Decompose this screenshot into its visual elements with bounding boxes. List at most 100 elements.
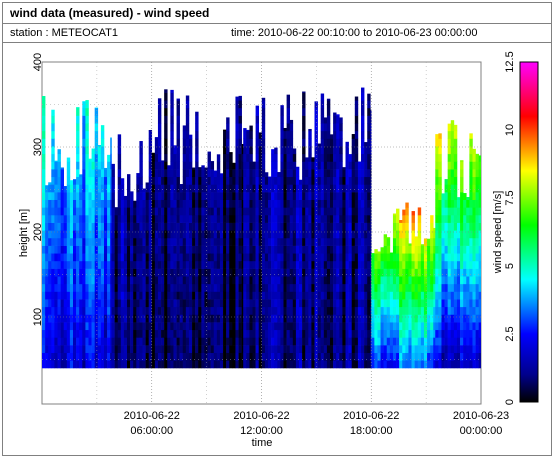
heat-cell (438, 153, 442, 162)
heat-cell (402, 314, 406, 323)
heat-cell (317, 199, 322, 208)
heat-cell (336, 306, 340, 315)
heat-cell (323, 360, 328, 369)
heat-cell (51, 192, 55, 200)
heat-cell (411, 230, 415, 239)
heat-cell (367, 130, 371, 139)
heat-cell (435, 322, 439, 331)
heat-cell (330, 276, 334, 285)
heat-cell (94, 237, 99, 246)
heat-cell (179, 192, 184, 200)
heat-cell (48, 215, 52, 223)
heat-cell (223, 138, 227, 147)
heat-cell (188, 169, 193, 178)
heat-cell (79, 207, 83, 216)
heat-cell (130, 291, 134, 300)
heat-cell (289, 360, 294, 369)
heat-cell (326, 169, 331, 178)
heat-cell (204, 253, 208, 262)
heat-cell (370, 207, 372, 216)
heat-cell (433, 360, 436, 369)
heat-cell (447, 146, 452, 155)
heat-cell (173, 215, 177, 223)
heat-cell (289, 314, 294, 323)
heat-cell (57, 337, 61, 346)
heat-cell (238, 329, 242, 338)
heat-cell (229, 306, 233, 315)
heat-cell (255, 322, 260, 331)
heat-cell (433, 337, 436, 346)
heat-cell (123, 260, 128, 269)
heat-cell (463, 345, 467, 353)
heat-cell (130, 222, 134, 231)
heat-cell (326, 283, 331, 292)
heat-cell (308, 253, 312, 262)
heat-cell (286, 153, 291, 162)
heat-cell (238, 230, 242, 239)
heat-cell (104, 314, 108, 323)
heat-cell (79, 268, 83, 277)
heat-cell (361, 329, 365, 338)
heat-cell (145, 291, 150, 300)
heat-cell (213, 299, 218, 308)
heat-cell (317, 207, 322, 216)
heat-cell (311, 337, 315, 346)
heat-cell (475, 245, 479, 254)
heat-cell (466, 345, 470, 353)
heat-cell (469, 276, 473, 285)
heat-cell (69, 345, 74, 353)
heat-cell (85, 207, 89, 216)
heat-cell (345, 222, 349, 231)
heat-cell (311, 192, 315, 200)
heat-cell (94, 123, 99, 132)
heat-cell (466, 322, 470, 331)
heat-cell (433, 314, 436, 323)
heat-cell (157, 169, 162, 178)
heat-cell (311, 299, 315, 308)
heat-cell (261, 245, 266, 254)
heat-cell (469, 299, 473, 308)
heat-cell (229, 184, 233, 193)
heat-cell (117, 146, 122, 155)
heat-cell (399, 306, 403, 315)
heat-cell (173, 345, 177, 353)
heat-cell (261, 169, 266, 178)
heat-cell (280, 337, 284, 346)
heat-cell (314, 199, 318, 208)
heat-cell (42, 184, 46, 193)
heat-cell (133, 291, 137, 300)
heat-cell (317, 360, 322, 369)
heat-cell (76, 260, 80, 269)
heat-cell (351, 260, 356, 269)
heat-cell (371, 260, 375, 269)
heat-cell (386, 245, 391, 254)
heat-cell (198, 192, 202, 200)
heat-cell (299, 360, 303, 369)
heat-cell (311, 161, 315, 170)
heat-cell (367, 352, 371, 361)
heat-cell (435, 176, 439, 185)
heat-cell (139, 215, 143, 223)
heat-cell (207, 199, 211, 208)
heat-cell (277, 291, 281, 300)
heat-cell (136, 345, 140, 353)
heat-cell (417, 237, 422, 246)
heat-cell (182, 322, 187, 331)
heat-cell (472, 192, 476, 200)
heat-cell (161, 245, 165, 254)
heat-cell (76, 360, 80, 369)
heat-cell (179, 352, 184, 361)
heat-cell (130, 245, 134, 254)
heat-cell (73, 215, 77, 223)
heat-cell (326, 222, 331, 231)
heat-cell (241, 222, 244, 231)
heat-cell (292, 207, 297, 216)
heat-cell (120, 276, 125, 285)
heat-cell (151, 176, 156, 185)
heat-cell (320, 276, 325, 285)
heat-cell (399, 322, 403, 331)
heat-cell (223, 184, 227, 193)
heat-cell (283, 253, 287, 262)
heat-cell (308, 291, 312, 300)
heat-cell (60, 260, 64, 269)
